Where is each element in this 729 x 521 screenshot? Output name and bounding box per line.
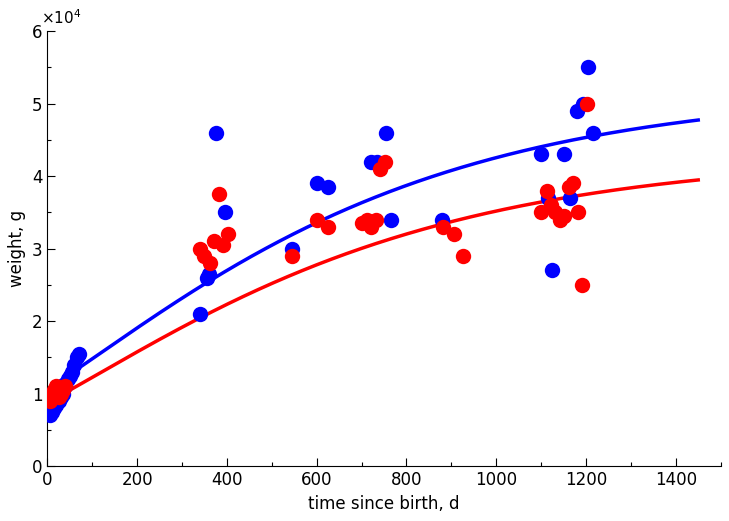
Point: [198, 252, 210, 260]
Point: [213, 190, 225, 199]
Point: [46, 407, 58, 416]
Point: [437, 216, 448, 224]
Point: [58, 390, 69, 398]
Point: [558, 150, 569, 158]
Point: [44, 397, 55, 405]
Point: [44, 411, 55, 419]
Point: [55, 393, 66, 402]
Point: [219, 208, 230, 217]
Point: [361, 216, 373, 224]
Point: [437, 222, 449, 231]
Point: [46, 390, 58, 398]
Point: [366, 222, 378, 231]
Point: [568, 179, 580, 188]
Point: [550, 208, 561, 217]
Point: [535, 150, 547, 158]
Point: [587, 128, 599, 137]
Point: [48, 404, 60, 413]
Point: [356, 219, 367, 228]
Point: [542, 194, 554, 202]
Point: [545, 201, 557, 209]
Point: [448, 230, 459, 238]
Point: [381, 128, 392, 137]
Point: [194, 310, 206, 318]
Point: [50, 382, 62, 391]
Point: [217, 241, 229, 249]
Point: [581, 100, 593, 108]
Point: [286, 244, 298, 253]
Point: [52, 397, 64, 405]
Point: [73, 350, 85, 358]
Y-axis label: weight, g: weight, g: [8, 210, 26, 287]
Point: [194, 244, 206, 253]
Point: [60, 382, 71, 391]
Point: [286, 252, 298, 260]
Point: [52, 393, 64, 402]
Point: [385, 216, 397, 224]
Point: [60, 382, 71, 391]
Point: [50, 401, 62, 409]
Point: [375, 165, 386, 173]
Point: [535, 208, 547, 217]
Point: [572, 208, 584, 217]
Point: [541, 187, 553, 195]
Point: [563, 183, 574, 191]
X-axis label: time since birth, d: time since birth, d: [308, 494, 460, 513]
Point: [372, 157, 383, 166]
Point: [55, 390, 66, 398]
Point: [58, 386, 69, 394]
Point: [582, 63, 594, 71]
Point: [457, 252, 469, 260]
Text: $\times 10^4$: $\times 10^4$: [41, 8, 81, 27]
Point: [48, 386, 60, 394]
Point: [577, 100, 589, 108]
Point: [379, 157, 391, 166]
Point: [572, 107, 583, 115]
Point: [69, 361, 80, 369]
Point: [322, 222, 334, 231]
Point: [311, 216, 322, 224]
Point: [64, 371, 76, 380]
Point: [554, 216, 566, 224]
Point: [201, 274, 213, 282]
Point: [577, 281, 588, 289]
Point: [222, 230, 234, 238]
Point: [66, 368, 78, 376]
Point: [564, 194, 576, 202]
Point: [210, 128, 222, 137]
Point: [558, 212, 570, 220]
Point: [311, 179, 322, 188]
Point: [208, 237, 220, 245]
Point: [62, 375, 74, 383]
Point: [322, 183, 334, 191]
Point: [364, 157, 376, 166]
Point: [203, 270, 215, 278]
Point: [71, 353, 82, 362]
Point: [547, 266, 558, 275]
Point: [204, 259, 216, 267]
Point: [370, 216, 382, 224]
